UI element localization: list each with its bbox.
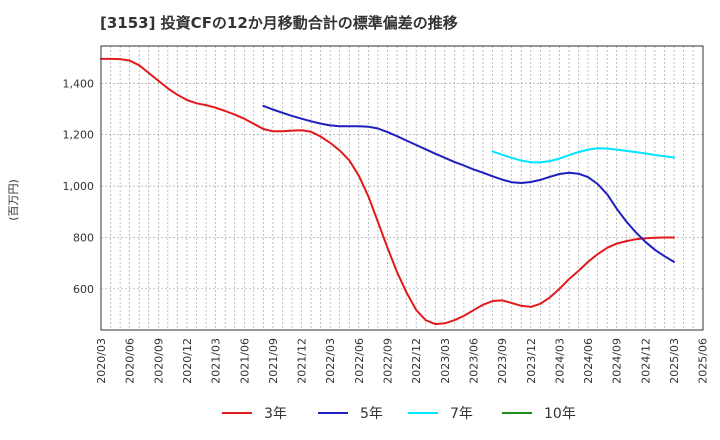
legend-label-3年: 3年 xyxy=(264,406,287,422)
y-tick-label: 1,000 xyxy=(63,180,95,193)
plot-frame xyxy=(100,45,704,331)
legend: 3年 5年 7年 10年 xyxy=(222,406,576,422)
x-tick-label: 2021/06 xyxy=(238,338,251,384)
x-tick-label: 2023/03 xyxy=(439,338,452,384)
x-tick-label: 2020/03 xyxy=(95,338,108,384)
legend-label-7年: 7年 xyxy=(450,406,473,422)
x-tick-label: 2024/09 xyxy=(611,338,624,384)
x-tick-label: 2021/03 xyxy=(210,338,223,384)
x-tick-label: 2023/06 xyxy=(467,338,480,384)
series-layer xyxy=(100,57,675,326)
x-tick-label: 2022/09 xyxy=(382,338,395,384)
grid xyxy=(101,46,703,330)
series-line-3年 xyxy=(100,57,675,326)
y-tick-label: 1,400 xyxy=(63,77,95,90)
series-line-7年 xyxy=(491,147,675,164)
x-tick-label: 2024/12 xyxy=(639,338,652,384)
x-tick-label: 2022/12 xyxy=(410,338,423,384)
x-tick-label: 2022/03 xyxy=(324,338,337,384)
x-tick-label: 2025/03 xyxy=(668,338,681,384)
x-tick-label: 2021/09 xyxy=(267,338,280,384)
series-line-5年 xyxy=(262,104,675,263)
y-tick-label: 1,200 xyxy=(63,129,95,142)
x-tick-label: 2021/12 xyxy=(296,338,309,384)
x-tick-label: 2024/03 xyxy=(553,338,566,384)
y-tick-label: 600 xyxy=(73,283,94,296)
x-axis-ticks: 2020/03 2020/06 2020/09 2020/12 2021/03 2021/… xyxy=(95,338,710,384)
x-tick-label: 2024/06 xyxy=(582,338,595,384)
x-tick-label: 2020/06 xyxy=(124,338,137,384)
y-axis-ticks: 600 800 1,000 1,200 1,400 xyxy=(63,77,95,296)
x-tick-label: 2025/06 xyxy=(697,338,710,384)
x-tick-label: 2020/09 xyxy=(152,338,165,384)
chart-title: [3153] 投資CFの12か月移動合計の標準偏差の推移 xyxy=(100,14,458,32)
legend-label-10年: 10年 xyxy=(544,406,576,422)
plot-background xyxy=(101,46,703,330)
legend-label-5年: 5年 xyxy=(360,406,383,422)
y-axis-label: (百万円) xyxy=(7,179,20,221)
x-tick-label: 2023/09 xyxy=(496,338,509,384)
x-tick-label: 2023/12 xyxy=(525,338,538,384)
x-tick-label: 2020/12 xyxy=(181,338,194,384)
y-tick-label: 800 xyxy=(73,231,94,244)
x-tick-label: 2022/06 xyxy=(353,338,366,384)
